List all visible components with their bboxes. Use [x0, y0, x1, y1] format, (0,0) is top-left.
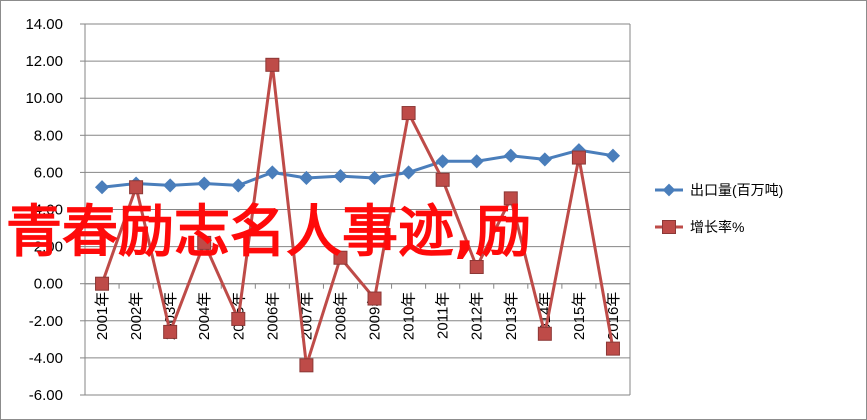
data-point: [265, 57, 280, 72]
y-tick-label: -6.00: [29, 387, 63, 404]
data-point: [129, 180, 144, 195]
y-tick-label: 4.00: [34, 202, 63, 219]
data-point: [197, 235, 212, 250]
series-line: [101, 148, 614, 189]
x-tick-label: 2001年: [94, 292, 111, 340]
data-point: [333, 169, 348, 184]
data-point: [299, 170, 314, 186]
x-tick-label: 2008年: [332, 292, 349, 340]
data-point: [605, 148, 621, 163]
legend: 出口量(百万吨) 增长率%: [655, 182, 783, 235]
y-tick-label: 0.00: [34, 276, 63, 293]
data-point: [401, 106, 416, 121]
data-point: [435, 172, 450, 187]
y-tick-label: 8.00: [34, 127, 63, 144]
data-point: [435, 154, 450, 169]
x-tick-label: 2002年: [128, 292, 145, 340]
y-tick-label: -2.00: [29, 313, 63, 330]
data-point: [367, 170, 382, 186]
data-point: [537, 326, 552, 341]
data-point: [163, 324, 178, 339]
legend-label: 出口量(百万吨): [690, 182, 783, 198]
y-tick-label: 12.00: [25, 53, 63, 70]
x-tick-label: 2011年: [435, 292, 452, 339]
data-point: [503, 148, 518, 163]
y-tick-label: 10.00: [25, 90, 63, 107]
y-tick-label: 2.00: [34, 239, 63, 256]
data-point: [299, 358, 314, 373]
data-point: [231, 311, 246, 326]
series-line: [100, 63, 615, 367]
data-point: [503, 191, 518, 206]
gridlines: [80, 23, 631, 396]
x-tick-label: 2010年: [401, 292, 418, 340]
x-tick-label: 2012年: [469, 292, 486, 340]
y-tick-label: -4.00: [29, 350, 63, 367]
x-tick-label: 2006年: [264, 292, 281, 340]
data-point: [94, 180, 110, 195]
data-point: [333, 250, 348, 265]
legend-swatch-marker: [662, 183, 676, 197]
x-tick-label: 2015年: [571, 292, 588, 340]
data-point: [163, 178, 178, 193]
data-point: [605, 341, 620, 356]
x-tick-label: 2004年: [196, 292, 213, 340]
data-point: [197, 176, 212, 191]
data-point: [537, 152, 552, 167]
data-point: [469, 260, 484, 275]
data-point: [95, 276, 110, 291]
data-point: [401, 165, 416, 180]
x-tick-label: 2013年: [503, 292, 520, 340]
legend-swatch-marker: [662, 220, 676, 234]
data-point: [571, 150, 586, 165]
y-tick-label: 14.00: [25, 16, 63, 33]
y-tick-label: 6.00: [34, 164, 63, 181]
data-point: [231, 178, 246, 193]
y-axis-ticks: -6.00 -4.00 -2.00 0.00 2.00 4.00 6.00 8.00 10.00…: [25, 16, 63, 404]
overlay-banner-text: 青春励志名人事迹,励: [6, 200, 531, 265]
series-layer: [94, 57, 621, 373]
data-point: [469, 154, 484, 169]
data-point: [367, 291, 382, 306]
data-point: [265, 165, 280, 180]
legend-label: 增长率%: [690, 219, 744, 235]
